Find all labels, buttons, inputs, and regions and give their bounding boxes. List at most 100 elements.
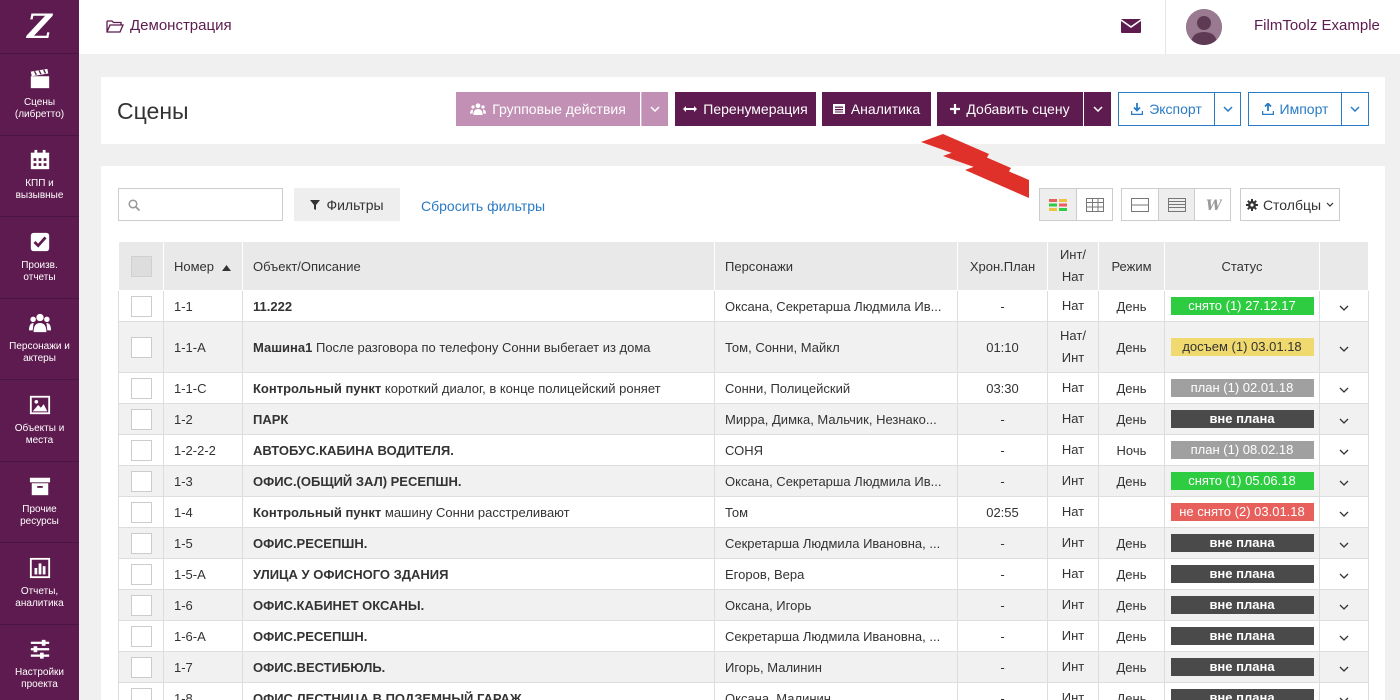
export-dropdown[interactable] (1214, 92, 1241, 126)
sidebar-item-locations[interactable]: Объекты и места (0, 380, 79, 462)
status-badge[interactable]: вне плана (1170, 596, 1314, 614)
app-logo[interactable]: Z (0, 0, 79, 54)
chevron-down-icon[interactable] (1339, 346, 1349, 352)
reset-filters-link[interactable]: Сбросить фильтры (421, 198, 546, 214)
select-all-checkbox[interactable] (130, 255, 152, 277)
row-checkbox[interactable] (130, 439, 152, 461)
sidebar-item-analytics[interactable]: Отчеты, аналитика (0, 543, 79, 625)
table-row[interactable]: 1-6-А ОФИС.РЕСЕПШН. Секретарша Людмила Ива… (118, 620, 1369, 652)
scene-object[interactable]: ОФИС.ЛЕСТНИЦА В ПОДЗЕМНЫЙ ГАРАЖ. (242, 682, 715, 700)
status-badge[interactable]: вне плана (1170, 658, 1314, 676)
sidebar-item-reports[interactable]: Произв. отчеты (0, 217, 79, 299)
scene-object[interactable]: ОФИС.КАБИНЕТ ОКСАНЫ. (242, 589, 715, 621)
row-checkbox[interactable] (130, 501, 152, 523)
user-name[interactable]: FilmToolz Example (1254, 17, 1380, 34)
col-chrono-header[interactable]: Хрон.План (957, 241, 1048, 291)
row-checkbox[interactable] (130, 532, 152, 554)
group-actions-dropdown[interactable] (641, 92, 668, 126)
col-object-header[interactable]: Объект/Описание (242, 241, 715, 291)
table-row[interactable]: 1-1-А Машина1 После разговора по телефону… (118, 321, 1369, 373)
text-view-button[interactable]: W (1194, 189, 1230, 220)
chevron-down-icon[interactable] (1339, 542, 1349, 548)
scene-object[interactable]: УЛИЦА У ОФИСНОГО ЗДАНИЯ (242, 558, 715, 590)
chevron-down-icon[interactable] (1339, 666, 1349, 672)
col-mode-header[interactable]: Режим (1098, 241, 1165, 291)
avatar[interactable] (1186, 9, 1222, 45)
sidebar-item-calls[interactable]: КПП и вызывные (0, 136, 79, 217)
import-dropdown[interactable] (1341, 92, 1369, 126)
sidebar-item-characters[interactable]: Персонажи и актеры (0, 299, 79, 380)
chevron-down-icon[interactable] (1339, 697, 1349, 700)
status-badge[interactable]: снято (1) 27.12.17 (1170, 297, 1314, 315)
chevron-down-icon[interactable] (1339, 480, 1349, 486)
table-row[interactable]: 1-1 11.222 Оксана, Секретарша Людмила Ив..… (118, 290, 1369, 322)
scene-object[interactable]: АВТОБУС.КАБИНА ВОДИТЕЛЯ. (242, 434, 715, 466)
sidebar-item-scenes[interactable]: Сцены (либретто) (0, 54, 79, 136)
table-row[interactable]: 1-8 ОФИС.ЛЕСТНИЦА В ПОДЗЕМНЫЙ ГАРАЖ. Оксан… (118, 682, 1369, 700)
scene-object[interactable]: ОФИС.РЕСЕПШН. (242, 620, 715, 652)
split-view-button[interactable] (1122, 189, 1158, 220)
add-scene-dropdown[interactable] (1084, 92, 1111, 126)
table-row[interactable]: 1-2 ПАРК Мирра, Димка, Мальчик, Незнако...… (118, 403, 1369, 435)
col-characters-header[interactable]: Персонажи (714, 241, 958, 291)
table-row[interactable]: 1-5 ОФИС.РЕСЕПШН. Секретарша Людмила Ивано… (118, 527, 1369, 559)
chevron-down-icon[interactable] (1339, 635, 1349, 641)
scene-object[interactable]: ОФИС.(ОБЩИЙ ЗАЛ) РЕСЕПШН. (242, 465, 715, 497)
table-row[interactable]: 1-4 Контрольный пункт машину Сонни расстр… (118, 496, 1369, 528)
row-checkbox[interactable] (130, 687, 152, 700)
table-row[interactable]: 1-1-С Контрольный пункт короткий диалог, … (118, 372, 1369, 404)
export-button[interactable]: Экспорт (1118, 92, 1215, 126)
import-button[interactable]: Импорт (1248, 92, 1342, 126)
table-view-button[interactable] (1076, 189, 1112, 220)
chevron-down-icon[interactable] (1339, 418, 1349, 424)
status-badge[interactable]: вне плана (1170, 627, 1314, 645)
status-badge[interactable]: вне плана (1170, 534, 1314, 552)
row-checkbox[interactable] (130, 563, 152, 585)
row-checkbox[interactable] (130, 594, 152, 616)
sidebar-item-resources[interactable]: Прочие ресурсы (0, 462, 79, 543)
chevron-down-icon[interactable] (1339, 511, 1349, 517)
scene-object[interactable]: Машина1 После разговора по телефону Сонн… (242, 321, 715, 373)
scene-object[interactable]: ОФИС.ВЕСТИБЮЛЬ. (242, 651, 715, 683)
row-checkbox[interactable] (130, 377, 152, 399)
add-scene-button[interactable]: Добавить сцену (937, 92, 1083, 126)
row-checkbox[interactable] (130, 625, 152, 647)
scene-object[interactable]: Контрольный пункт машину Сонни расстрели… (242, 496, 715, 528)
search-input[interactable] (118, 188, 283, 221)
status-badge[interactable]: досъем (1) 03.01.18 (1170, 338, 1314, 356)
row-checkbox[interactable] (130, 295, 152, 317)
table-row[interactable]: 1-6 ОФИС.КАБИНЕТ ОКСАНЫ. Оксана, Игорь - Инт… (118, 589, 1369, 621)
renumber-button[interactable]: Перенумерация (675, 92, 816, 126)
table-row[interactable]: 1-5-А УЛИЦА У ОФИСНОГО ЗДАНИЯ Егоров, Вера… (118, 558, 1369, 590)
compact-view-button[interactable] (1158, 189, 1194, 220)
row-checkbox[interactable] (130, 470, 152, 492)
status-badge[interactable]: план (1) 02.01.18 (1170, 379, 1314, 397)
row-checkbox[interactable] (130, 336, 152, 358)
table-row[interactable]: 1-2-2-2 АВТОБУС.КАБИНА ВОДИТЕЛЯ. СОНЯ - Нат Н… (118, 434, 1369, 466)
chevron-down-icon[interactable] (1339, 305, 1349, 311)
scene-object[interactable]: 11.222 (242, 290, 715, 322)
chevron-down-icon[interactable] (1339, 573, 1349, 579)
status-badge[interactable]: вне плана (1170, 565, 1314, 583)
table-row[interactable]: 1-3 ОФИС.(ОБЩИЙ ЗАЛ) РЕСЕПШН. Оксана, Секр… (118, 465, 1369, 497)
scene-object[interactable]: ОФИС.РЕСЕПШН. (242, 527, 715, 559)
group-actions-button[interactable]: Групповые действия (456, 92, 640, 126)
chevron-down-icon[interactable] (1339, 449, 1349, 455)
col-number-header[interactable]: Номер (163, 241, 243, 291)
filters-button[interactable]: Фильтры (294, 188, 400, 221)
chevron-down-icon[interactable] (1339, 604, 1349, 610)
row-checkbox[interactable] (130, 656, 152, 678)
analytics-button[interactable]: Аналитика (822, 92, 931, 126)
breadcrumb[interactable]: Демонстрация (106, 17, 232, 34)
status-badge[interactable]: вне плана (1170, 689, 1314, 700)
sidebar-item-settings[interactable]: Настройки проекта (0, 625, 79, 700)
scene-object[interactable]: ПАРК (242, 403, 715, 435)
chevron-down-icon[interactable] (1339, 387, 1349, 393)
mail-icon[interactable] (1120, 17, 1142, 35)
status-badge[interactable]: снято (1) 05.06.18 (1170, 472, 1314, 490)
color-grid-view-button[interactable] (1040, 189, 1076, 220)
status-badge[interactable]: план (1) 08.02.18 (1170, 441, 1314, 459)
col-intnat-header[interactable]: Инт/ Нат (1047, 241, 1099, 291)
table-row[interactable]: 1-7 ОФИС.ВЕСТИБЮЛЬ. Игорь, Малинин - Инт День… (118, 651, 1369, 683)
status-badge[interactable]: не снято (2) 03.01.18 (1170, 503, 1314, 521)
